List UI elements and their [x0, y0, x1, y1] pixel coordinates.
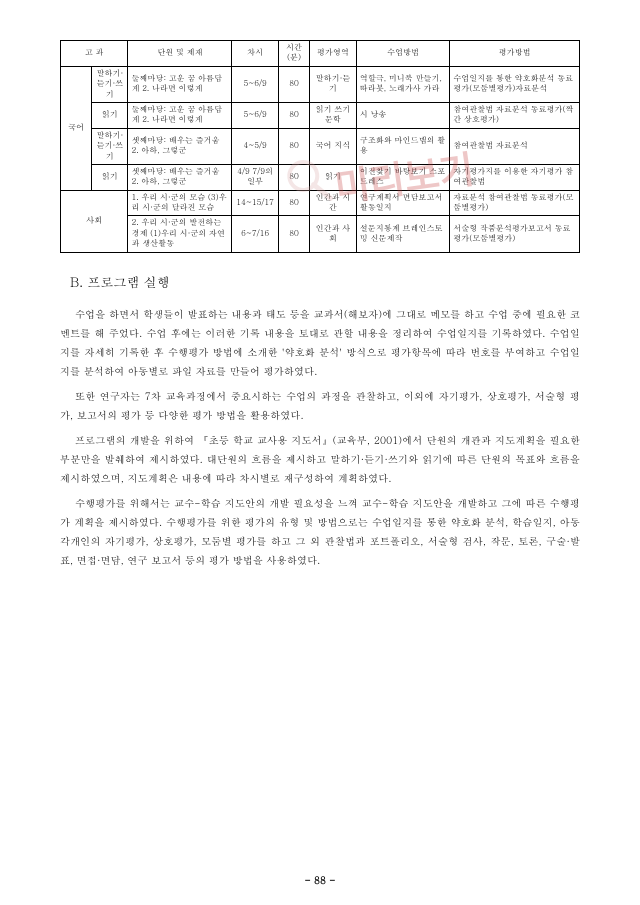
- section-b-title: B. 프로그램 실행: [70, 273, 580, 291]
- cell: 4~5/9: [232, 128, 279, 164]
- cell: 80: [278, 216, 309, 252]
- paragraph: 수업을 하면서 학생들이 발표하는 내용과 태도 등을 교과서(해보자)에 그대…: [60, 305, 580, 381]
- table-row: 2. 우리 시·군의 발전하는 경제 (1)우리 시·군의 자연과 생산활동 6…: [61, 216, 580, 252]
- cell: 2. 우리 시·군의 발전하는 경제 (1)우리 시·군의 자연과 생산활동: [128, 216, 232, 252]
- subject-social: 사회: [61, 190, 128, 252]
- cell: 설문지통계 브레인스토밍 신문제작: [356, 216, 449, 252]
- cell: 셋째마당: 배우는 즐거움 2. 아하, 그렇군: [128, 164, 232, 190]
- cell: 참여관찰법 자료분석 동료평가(짝 간 상호평가): [450, 102, 580, 128]
- cell: 5~6/9: [232, 102, 279, 128]
- cell: 읽기: [310, 164, 357, 190]
- cell: 읽기: [92, 102, 128, 128]
- cell: 참여관찰법 자료분석: [450, 128, 580, 164]
- cell: 80: [278, 190, 309, 216]
- paragraph: 또한 연구자는 7차 교육과정에서 중요시하는 수업의 과정을 관찰하고, 이외…: [60, 387, 580, 425]
- th-eval: 평가방법: [450, 41, 580, 67]
- cell: 둘째마당: 고운 꿈 아름답게 2. 나라면 이렇게: [128, 66, 232, 102]
- cell: 4/9 7/9의 일부: [232, 164, 279, 190]
- th-session: 차시: [232, 41, 279, 67]
- cell: 이전찾기 바탕보기 스포드레스: [356, 164, 449, 190]
- cell: 둘째마당: 고운 꿈 아름답게 2. 나라면 이렇게: [128, 102, 232, 128]
- cell: 말하기·듣기·쓰기: [92, 128, 128, 164]
- cell: 인간과 사회: [310, 216, 357, 252]
- cell: 인간과 시간: [310, 190, 357, 216]
- table-header-row: 고 과 단원 및 제재 차시 시간(분) 평가영역 수업방법 평가방법: [61, 41, 580, 67]
- cell: 구조화와 마인드맵의 활용: [356, 128, 449, 164]
- cell: 국어 지식: [310, 128, 357, 164]
- cell: 14~15/17: [232, 190, 279, 216]
- cell: 수업일지를 통한 약호화분석 동료평가(모둠별평가)자료분석: [450, 66, 580, 102]
- th-area: 평가영역: [310, 41, 357, 67]
- table-row: 사회 1. 우리 시·군의 모습 (3)우리 시·군의 달라진 모습 14~15…: [61, 190, 580, 216]
- table-row: 말하기·듣기·쓰기 셋째마당: 배우는 즐거움 2. 아하, 그렇군 4~5/9…: [61, 128, 580, 164]
- subject-korean: 국어: [61, 66, 92, 190]
- th-method: 수업방법: [356, 41, 449, 67]
- cell: 5~6/9: [232, 66, 279, 102]
- cell: 말하기·듣기·쓰기: [92, 66, 128, 102]
- cell: 읽기 쓰기 문학: [310, 102, 357, 128]
- cell: 셋째마당: 배우는 즐거움 2. 아하, 그렇군: [128, 128, 232, 164]
- cell: 6~7/16: [232, 216, 279, 252]
- table-row: 국어 말하기·듣기·쓰기 둘째마당: 고운 꿈 아름답게 2. 나라면 이렇게 …: [61, 66, 580, 102]
- paragraph: 수행평가를 위해서는 교수-학습 지도안의 개발 필요성을 느껴 교수-학습 지…: [60, 494, 580, 570]
- table-row: 읽기 셋째마당: 배우는 즐거움 2. 아하, 그렇군 4/9 7/9의 일부 …: [61, 164, 580, 190]
- th-time: 시간(분): [278, 41, 309, 67]
- th-subject: 고 과: [61, 41, 128, 67]
- cell: 자기평가지를 이용한 자기평가 참여관찰법: [450, 164, 580, 190]
- cell: 자료분석 참여관찰법 동료평가(모둠별평가): [450, 190, 580, 216]
- curriculum-table: 고 과 단원 및 제재 차시 시간(분) 평가영역 수업방법 평가방법 국어 말…: [60, 40, 580, 253]
- th-unit: 단원 및 제재: [128, 41, 232, 67]
- cell: 80: [278, 66, 309, 102]
- cell: 역할극, 미니북 만들기, 따라봇, 노래가사 가라: [356, 66, 449, 102]
- page-number: - 88 -: [0, 873, 640, 887]
- cell: 서술형 작품분석평가보고서 동료평가(모둠별평가): [450, 216, 580, 252]
- cell: 연구계획서 면담보고서 활동일지: [356, 190, 449, 216]
- cell: 80: [278, 102, 309, 128]
- cell: 80: [278, 164, 309, 190]
- paragraph: 프로그램의 개발을 위하여 『초등 학교 교사용 지도서』(교육부, 2001)…: [60, 431, 580, 488]
- cell: 1. 우리 시·군의 모습 (3)우리 시·군의 달라진 모습: [128, 190, 232, 216]
- cell: 읽기: [92, 164, 128, 190]
- cell: 말하기·듣기: [310, 66, 357, 102]
- cell: 시 낭송: [356, 102, 449, 128]
- cell: 80: [278, 128, 309, 164]
- table-row: 읽기 둘째마당: 고운 꿈 아름답게 2. 나라면 이렇게 5~6/9 80 읽…: [61, 102, 580, 128]
